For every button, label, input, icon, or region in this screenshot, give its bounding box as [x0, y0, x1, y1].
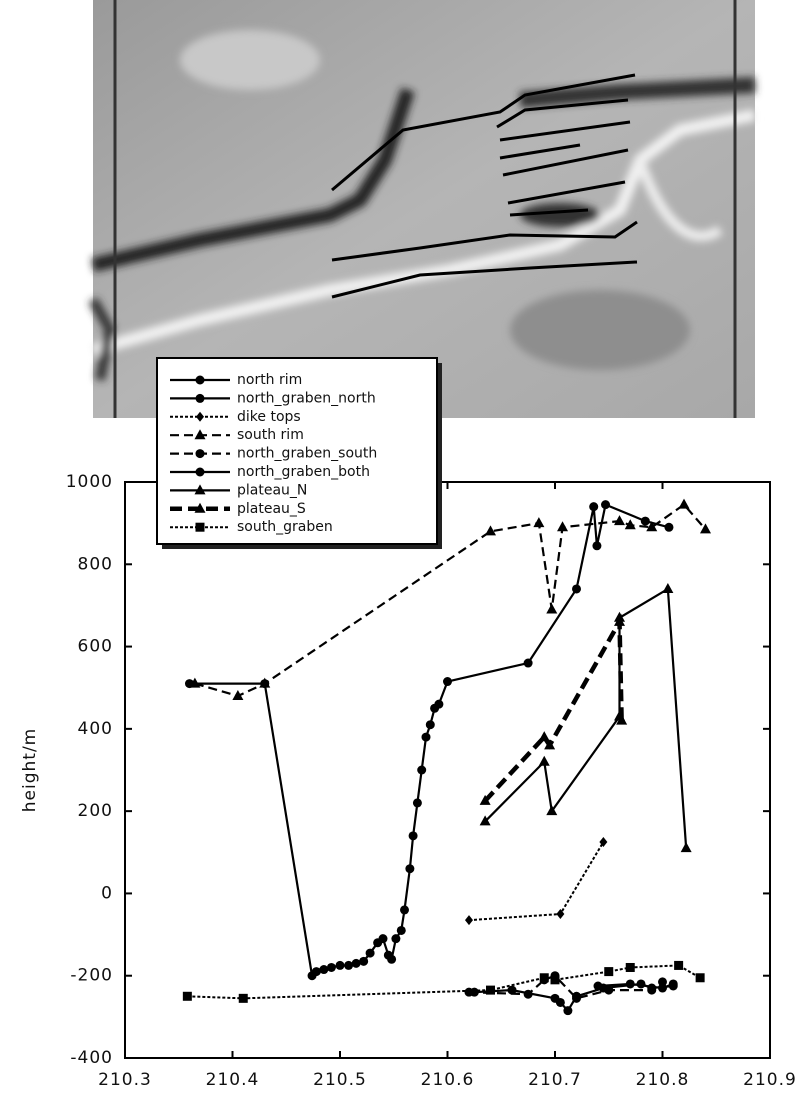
marker: [400, 905, 409, 914]
marker: [196, 394, 205, 403]
marker: [465, 988, 474, 997]
marker: [422, 733, 431, 742]
series-line: [187, 965, 700, 998]
marker: [696, 973, 705, 982]
marker: [196, 376, 205, 385]
marker: [409, 831, 418, 840]
y-tick-label: 200: [78, 801, 113, 821]
marker: [352, 959, 361, 968]
marker: [336, 961, 345, 970]
marker: [679, 499, 690, 509]
y-axis-label: height/m: [20, 728, 40, 812]
marker: [413, 798, 422, 807]
marker: [556, 998, 565, 1007]
marker: [563, 1006, 572, 1015]
marker: [359, 957, 368, 966]
marker: [626, 963, 635, 972]
marker: [614, 515, 625, 525]
marker: [604, 967, 613, 976]
plot: -400 -200 0 200 400 600 800 1000 210.3 210.4 210.5…: [66, 472, 797, 1090]
marker: [417, 766, 426, 775]
legend-label: plateau_N: [237, 482, 307, 498]
marker: [486, 986, 495, 995]
y-tick-label: 400: [78, 719, 113, 739]
marker: [658, 984, 667, 993]
marker: [674, 961, 683, 970]
marker: [397, 926, 406, 935]
marker: [391, 934, 400, 943]
marker: [641, 517, 650, 526]
marker: [662, 583, 673, 593]
legend-label: north_graben_north: [237, 390, 376, 406]
marker: [426, 720, 435, 729]
y-tick-label: 1000: [66, 472, 113, 492]
marker: [551, 975, 560, 984]
marker: [196, 468, 205, 477]
marker: [319, 965, 328, 974]
marker: [434, 700, 443, 709]
marker: [239, 994, 248, 1003]
y-tick-label: 800: [78, 554, 113, 574]
x-tick-label: 210.7: [528, 1070, 582, 1090]
marker: [366, 949, 375, 958]
series-line: [485, 622, 622, 801]
series-line: [469, 842, 603, 920]
marker: [669, 979, 678, 988]
marker: [465, 915, 473, 925]
y-tick-label: 0: [101, 883, 113, 903]
marker: [557, 521, 568, 531]
marker: [626, 979, 635, 988]
legend-label: north rim: [237, 372, 302, 388]
marker: [681, 842, 692, 852]
marker: [546, 604, 557, 614]
marker: [533, 517, 544, 527]
marker: [327, 963, 336, 972]
marker: [572, 584, 581, 593]
x-tick-label: 210.5: [313, 1070, 367, 1090]
marker: [572, 994, 581, 1003]
legend-label: south rim: [237, 427, 304, 443]
marker: [405, 864, 414, 873]
map-image: [93, 0, 755, 418]
marker: [344, 961, 353, 970]
marker: [524, 990, 533, 999]
x-tick-label: 210.8: [636, 1070, 690, 1090]
x-tick-label: 210.4: [206, 1070, 260, 1090]
marker: [592, 541, 601, 550]
marker: [196, 449, 205, 458]
legend-label: north_graben_both: [237, 464, 370, 480]
y-tick-label: 600: [78, 637, 113, 657]
series-line: [485, 589, 686, 848]
x-tick-label: 210.3: [98, 1070, 152, 1090]
legend-label: plateau_S: [237, 501, 306, 517]
figure: height/m -400 -200 0 200 400 600 800 1000 210.3 2…: [0, 0, 809, 1100]
legend-label: south_graben: [237, 519, 333, 535]
marker: [312, 967, 321, 976]
y-tick-label: -400: [70, 1048, 113, 1068]
marker: [539, 756, 550, 766]
marker: [664, 523, 673, 532]
marker: [443, 677, 452, 686]
x-tick-label: 210.6: [421, 1070, 475, 1090]
marker: [183, 992, 192, 1001]
y-tick-label: -200: [70, 966, 113, 986]
marker: [387, 955, 396, 964]
marker: [539, 731, 550, 741]
legend-label: dike tops: [237, 409, 301, 425]
marker: [594, 982, 603, 991]
marker: [601, 500, 610, 509]
plot-frame: [125, 482, 770, 1058]
page: {"chart_data": {"type": "line", "y_label…: [0, 0, 809, 1100]
x-tick-label: 210.9: [743, 1070, 797, 1090]
marker: [540, 973, 549, 982]
marker: [589, 502, 598, 511]
marker: [604, 986, 613, 995]
marker: [379, 934, 388, 943]
legend-label: north_graben_south: [237, 446, 377, 462]
marker: [196, 523, 205, 532]
marker: [524, 659, 533, 668]
